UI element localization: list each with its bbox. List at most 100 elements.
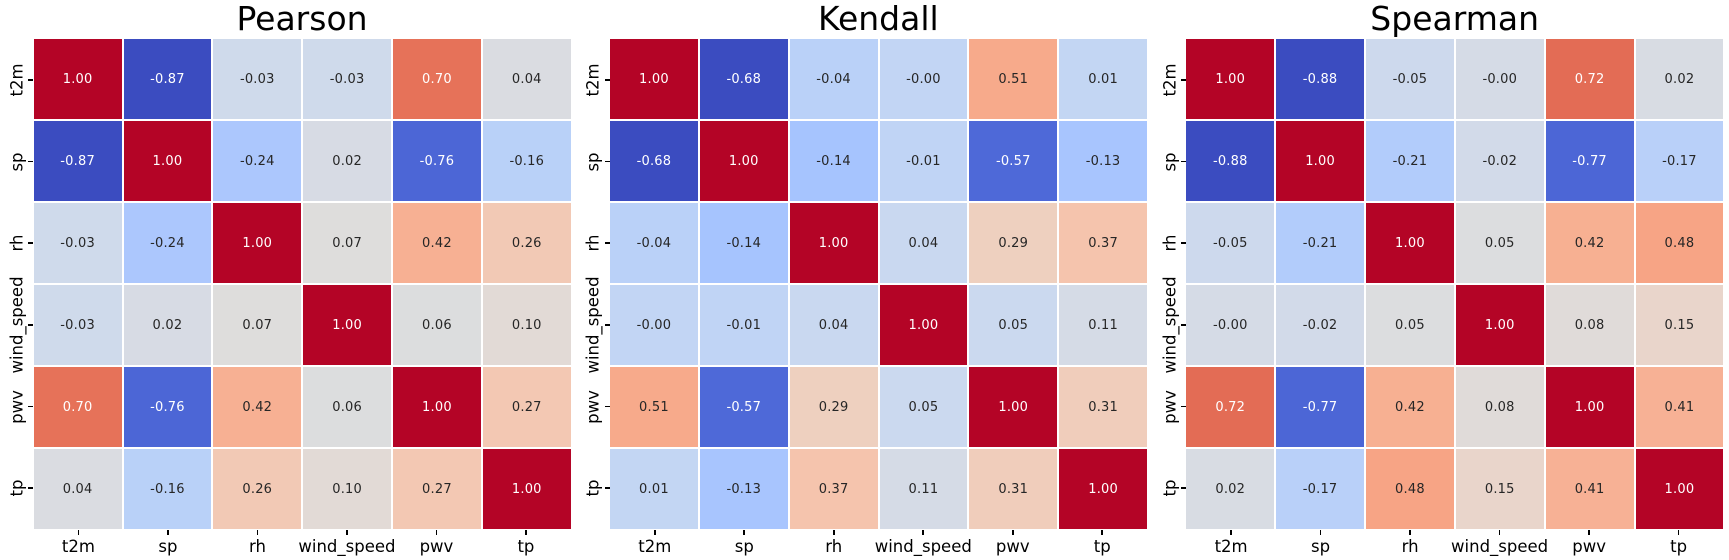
heatmap-cell: 0.10 bbox=[482, 285, 571, 365]
cell-value: 1.00 bbox=[1664, 481, 1695, 497]
heatmap-cell: 1.00 bbox=[1059, 449, 1148, 529]
cell-value: -0.05 bbox=[1212, 235, 1248, 251]
heatmap-cell: -0.04 bbox=[610, 203, 698, 283]
cell-value: -0.21 bbox=[1302, 235, 1338, 251]
panel-title-pearson: Pearson bbox=[236, 0, 368, 38]
y-axis-tick bbox=[28, 324, 34, 326]
heatmap-cell: 1.00 bbox=[969, 367, 1058, 447]
heatmap-cell: -0.13 bbox=[699, 449, 788, 529]
heatmap-cell: 0.41 bbox=[1545, 449, 1634, 529]
cell-value: -0.24 bbox=[239, 153, 275, 169]
heatmap-cell: 0.26 bbox=[213, 449, 302, 529]
heatmap-cell: -0.13 bbox=[1059, 121, 1148, 201]
heatmap-cell: -0.16 bbox=[482, 121, 571, 201]
y-tick-label: tp bbox=[583, 479, 603, 497]
heatmap-grid-pearson: 1.00 -0.87 -0.03 -0.03 0.70 0.04 -0.87 1.00 -0.2… bbox=[33, 39, 571, 529]
cell-value: -0.57 bbox=[726, 399, 762, 415]
cell-value: -0.68 bbox=[636, 153, 672, 169]
heatmap-cell: -0.03 bbox=[303, 39, 392, 119]
cell-value: 0.70 bbox=[62, 399, 93, 415]
heatmap-cell: 1.00 bbox=[789, 203, 878, 283]
heatmap-cell: 0.04 bbox=[789, 285, 878, 365]
heatmap-cell: 0.08 bbox=[1545, 285, 1634, 365]
heatmap-cell: 0.11 bbox=[1059, 285, 1148, 365]
heatmap-cell: 0.31 bbox=[969, 449, 1058, 529]
cell-value: -0.02 bbox=[1302, 317, 1338, 333]
cell-value: 0.04 bbox=[908, 235, 939, 251]
heatmap-cell: 1.00 bbox=[1276, 121, 1364, 201]
y-axis-tick bbox=[604, 487, 610, 489]
heatmap-cell: 1.00 bbox=[1635, 449, 1724, 529]
y-tick-label: tp bbox=[7, 479, 27, 497]
y-axis-tick bbox=[28, 79, 34, 81]
cell-value: -0.57 bbox=[995, 153, 1031, 169]
cell-value: 0.08 bbox=[1574, 317, 1605, 333]
y-tick-label: t2m bbox=[1160, 63, 1180, 97]
x-tick-label: tp bbox=[1670, 537, 1688, 556]
heatmap-panel-pearson: Pearson 1.00 -0.87 -0.03 -0.03 0.70 0.04 -0.87… bbox=[0, 0, 576, 560]
cell-value: 0.72 bbox=[1574, 71, 1605, 87]
cell-value: -0.77 bbox=[1302, 399, 1338, 415]
cell-value: 0.48 bbox=[1395, 481, 1425, 497]
heatmap-cell: -0.00 bbox=[610, 285, 698, 365]
panel-title-spearman: Spearman bbox=[1370, 0, 1540, 38]
heatmap-cell: 0.05 bbox=[1455, 203, 1544, 283]
heatmap-cell: -0.24 bbox=[213, 121, 302, 201]
heatmap-cell: 1.00 bbox=[610, 39, 698, 119]
y-axis-tick bbox=[28, 405, 34, 408]
cell-value: -0.17 bbox=[1302, 481, 1338, 497]
y-tick-label: sp bbox=[1160, 151, 1180, 172]
heatmap-cell: 0.72 bbox=[1186, 367, 1275, 447]
heatmap-cell: 0.05 bbox=[969, 285, 1058, 365]
y-axis-tick bbox=[28, 487, 34, 489]
x-axis-tick bbox=[256, 529, 259, 535]
cell-value: 0.10 bbox=[332, 481, 362, 497]
cell-value: -0.76 bbox=[419, 153, 455, 169]
y-axis-tick bbox=[1180, 405, 1186, 408]
cell-value: -0.88 bbox=[1212, 153, 1248, 169]
heatmap-panel-spearman: Spearman 1.00 -0.88 -0.05 -0.00 0.72 0.02 -0.8… bbox=[1153, 0, 1729, 560]
x-tick-label: t2m bbox=[61, 537, 95, 556]
heatmap-cell: 1.00 bbox=[213, 203, 302, 283]
heatmap-cell: 0.10 bbox=[303, 449, 392, 529]
heatmap-cell: -0.88 bbox=[1276, 39, 1364, 119]
heatmap-cell: 0.15 bbox=[1455, 449, 1544, 529]
x-tick-label: sp bbox=[1311, 537, 1331, 556]
y-tick-label: wind_speed bbox=[583, 276, 603, 374]
heatmap-cell: 0.07 bbox=[303, 203, 392, 283]
heatmap-cell: 0.70 bbox=[33, 367, 122, 447]
cell-value: 1.00 bbox=[62, 71, 93, 87]
panel-title-kendall: Kendall bbox=[817, 0, 939, 38]
heatmap-cell: 1.00 bbox=[1186, 39, 1275, 119]
y-tick-label: pwv bbox=[7, 389, 27, 424]
heatmap-panel-kendall: Kendall 1.00 -0.68 -0.04 -0.00 0.51 0.01 -0.68… bbox=[576, 0, 1152, 560]
cell-value: 0.06 bbox=[422, 317, 452, 333]
heatmap-cell: -0.87 bbox=[123, 39, 212, 119]
heatmap-cell: -0.68 bbox=[610, 121, 698, 201]
heatmap-cell: -0.76 bbox=[123, 367, 212, 447]
heatmap-cell: 0.02 bbox=[1186, 449, 1275, 529]
heatmap-cell: -0.57 bbox=[969, 121, 1058, 201]
y-axis-tick bbox=[604, 324, 610, 326]
cell-value: 1.00 bbox=[908, 317, 939, 333]
heatmap-cell: 0.01 bbox=[1059, 39, 1148, 119]
heatmap-cell: -0.05 bbox=[1366, 39, 1454, 119]
cell-value: 0.02 bbox=[1215, 481, 1246, 497]
x-tick-label: rh bbox=[248, 537, 266, 556]
cell-value: 0.04 bbox=[62, 481, 93, 497]
y-tick-label: wind_speed bbox=[7, 276, 27, 374]
cell-value: 1.00 bbox=[1395, 235, 1425, 251]
cell-value: -0.88 bbox=[1302, 71, 1338, 87]
heatmap-cell: 0.15 bbox=[1635, 285, 1724, 365]
cell-value: -0.14 bbox=[816, 153, 851, 169]
x-tick-label: rh bbox=[825, 537, 843, 556]
heatmap-cell: 0.51 bbox=[610, 367, 698, 447]
cell-value: -0.13 bbox=[726, 481, 762, 497]
cell-value: 0.51 bbox=[998, 71, 1029, 87]
cell-value: -0.16 bbox=[509, 153, 545, 169]
x-tick-label: rh bbox=[1401, 537, 1419, 556]
cell-value: 0.29 bbox=[998, 235, 1029, 251]
y-tick-label: t2m bbox=[583, 63, 603, 97]
x-tick-label: sp bbox=[734, 537, 754, 556]
